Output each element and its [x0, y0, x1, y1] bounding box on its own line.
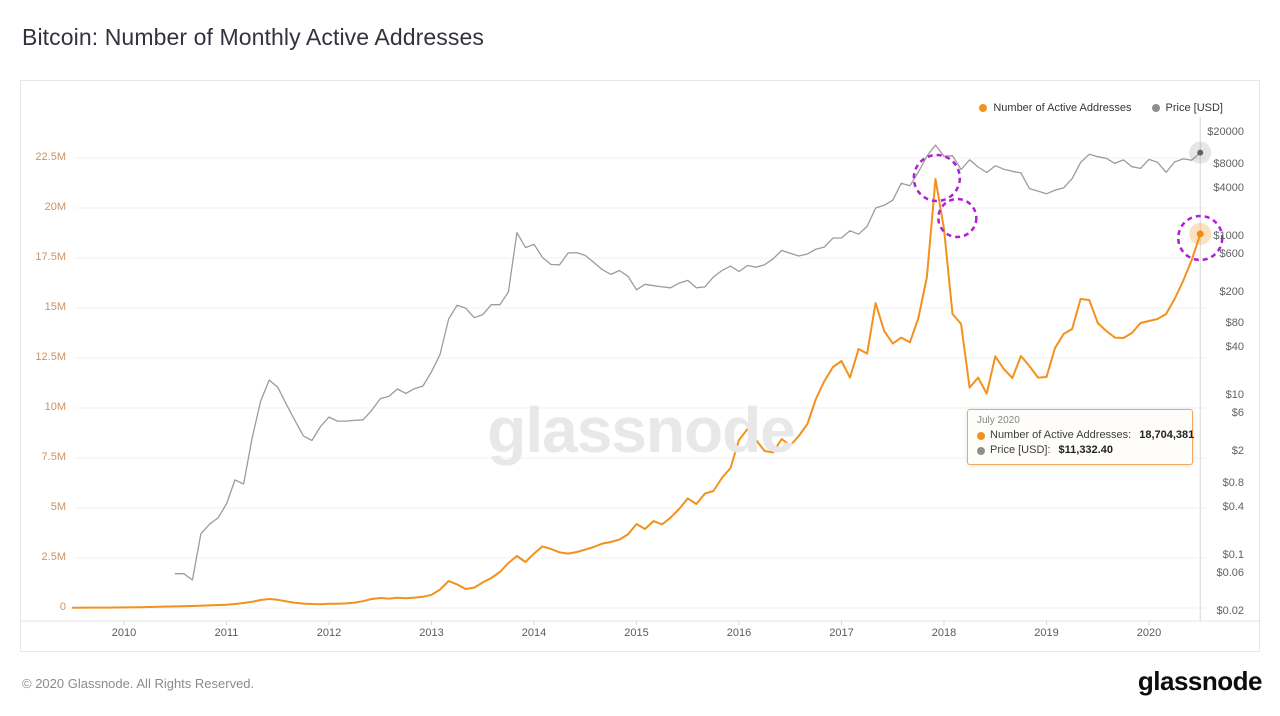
tooltip-row-addresses: Number of Active Addresses: 18,704,381: [977, 428, 1194, 443]
legend-label: Number of Active Addresses: [993, 102, 1132, 114]
y-left-tick-label: 22.5M: [35, 151, 66, 163]
chart-card: glassnode Number of Active Addresses Pri…: [20, 80, 1261, 653]
y-right-tick-label: $20000: [1207, 126, 1244, 138]
price-dot-icon: [977, 446, 985, 455]
y-right-tick-label: $0.8: [1222, 476, 1244, 489]
y-left-tick-label: 17.5M: [35, 251, 66, 263]
active-addresses-dot-icon: [979, 104, 988, 112]
x-tick-label: 2012: [316, 627, 342, 639]
chart-plot-area[interactable]: [21, 81, 1261, 653]
x-tick-label: 2015: [624, 627, 649, 639]
tooltip-label: Number of Active Addresses:: [990, 429, 1132, 441]
glassnode-watermark: glassnode: [487, 394, 796, 466]
x-tick-label: 2010: [111, 627, 137, 639]
y-right-tick-label: $4000: [1213, 181, 1244, 194]
x-tick-label: 2016: [726, 627, 752, 639]
tooltip-date: July 2020: [977, 415, 1020, 426]
tooltip-value: 18,704,381: [1139, 429, 1195, 441]
x-tick-label: 2017: [829, 627, 854, 639]
glassnode-logo: glassnode: [1137, 666, 1263, 696]
y-right-tick-label: $0.02: [1216, 604, 1244, 617]
tooltip-row-price: Price [USD]: $11,332.40: [977, 443, 1183, 458]
y-right-tick-label: $2: [1231, 445, 1244, 458]
price-dot-icon: [1151, 104, 1160, 112]
x-tick-label: 2019: [1034, 627, 1059, 639]
tooltip-value: $11,332.40: [1058, 444, 1113, 456]
x-tick-label: 2013: [419, 627, 444, 639]
y-left-tick-label: 20M: [44, 201, 66, 213]
y-right-tick-label: $0.1: [1222, 549, 1244, 562]
y-right-tick-label: $600: [1219, 247, 1244, 260]
y-left-tick-label: 12.5M: [35, 351, 66, 363]
legend-item-price-usd[interactable]: Price [USD]: [1151, 102, 1223, 114]
y-left-tick-label: 10M: [44, 401, 66, 413]
x-tick-label: 2014: [521, 627, 547, 639]
y-right-tick-label: $8000: [1213, 157, 1244, 170]
tooltip-label: Price [USD]:: [990, 444, 1051, 456]
y-left-tick-label: 2.5M: [41, 551, 66, 563]
active-addresses-dot-icon: [977, 431, 985, 440]
x-tick-label: 2020: [1136, 627, 1162, 639]
y-left-tick-label: 15M: [44, 301, 66, 313]
y-right-tick-label: $0.06: [1216, 566, 1244, 579]
legend-label: Price [USD]: [1165, 102, 1223, 114]
y-left-tick-label: 0: [59, 601, 66, 613]
chart-legend: Number of Active Addresses Price [USD]: [979, 102, 1223, 114]
y-right-tick-label: $10: [1225, 389, 1244, 402]
copyright-text: © 2020 Glassnode. All Rights Reserved.: [22, 676, 255, 691]
y-right-tick-label: $1000: [1213, 229, 1244, 242]
hover-tooltip: July 2020 Number of Active Addresses: 18…: [967, 409, 1194, 465]
y-left-tick-label: 7.5M: [41, 451, 66, 463]
y-right-tick-label: $200: [1219, 285, 1244, 298]
y-right-tick-label: $6: [1231, 407, 1244, 420]
y-right-tick-label: $80: [1225, 317, 1244, 330]
x-tick-label: 2011: [214, 627, 239, 639]
legend-item-active-addresses[interactable]: Number of Active Addresses: [979, 102, 1132, 114]
y-right-tick-label: $0.4: [1222, 500, 1244, 513]
page-title: Bitcoin: Number of Monthly Active Addres…: [22, 24, 484, 50]
x-tick-label: 2018: [931, 627, 957, 639]
y-right-tick-label: $40: [1225, 341, 1244, 354]
y-left-tick-label: 5M: [50, 501, 66, 513]
